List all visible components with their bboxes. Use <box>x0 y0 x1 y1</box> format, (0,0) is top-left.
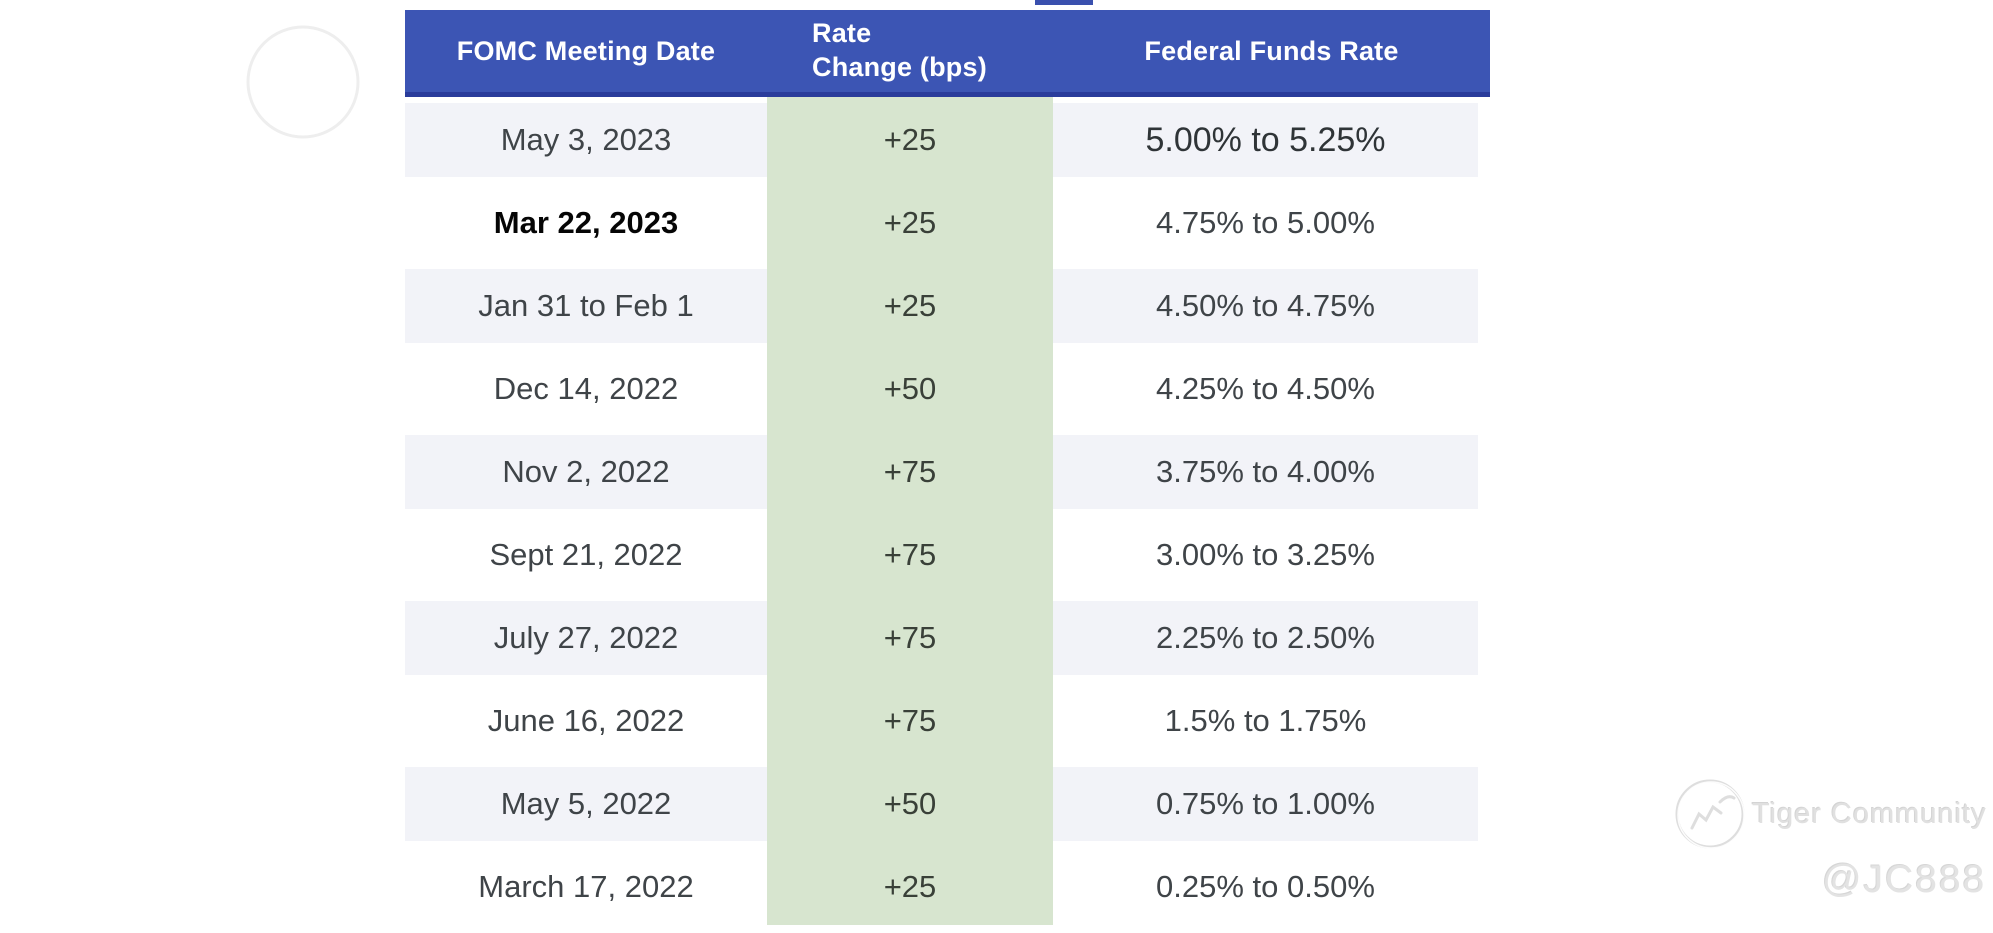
meeting-date-cell: May 3, 2023 <box>405 103 767 177</box>
meeting-date-cell: May 5, 2022 <box>405 767 767 841</box>
table-row: June 16, 2022 +75 1.5% to 1.75% <box>405 684 1490 758</box>
rate-change-highlight-column <box>767 97 1053 925</box>
column-header-federal-funds-rate: Federal Funds Rate <box>1144 35 1399 66</box>
table-row: Mar 22, 2023 +25 4.75% to 5.00% <box>405 186 1490 260</box>
cropped-element-sliver <box>1035 0 1093 5</box>
meeting-date-cell: Sept 21, 2022 <box>405 518 767 592</box>
rate-change-cell: +75 <box>883 620 937 655</box>
funds-rate-cell: 1.5% to 1.75% <box>1053 684 1478 758</box>
watermark-brand-text: Tiger Community <box>1752 798 1987 830</box>
funds-rate-cell: 0.75% to 1.00% <box>1053 767 1478 841</box>
funds-rate-cell: 0.25% to 0.50% <box>1053 850 1478 924</box>
funds-rate-cell: 5.00% to 5.25% <box>1053 103 1478 177</box>
rate-change-cell: +75 <box>883 454 937 489</box>
watermark-handle-text: @JC888 <box>1822 858 1987 901</box>
fomc-rate-table: FOMC Meeting Date Rate Change (bps) Fede… <box>405 10 1490 925</box>
meeting-date-cell: March 17, 2022 <box>405 850 767 924</box>
meeting-date-cell: Mar 22, 2023 <box>405 186 767 260</box>
funds-rate-cell: 4.75% to 5.00% <box>1053 186 1478 260</box>
rate-change-cell: +50 <box>883 371 937 406</box>
meeting-date-cell: Dec 14, 2022 <box>405 352 767 426</box>
table-body: May 3, 2023 +25 5.00% to 5.25% Mar 22, 2… <box>405 97 1490 933</box>
rate-change-cell: +75 <box>883 537 937 572</box>
funds-rate-cell: 2.25% to 2.50% <box>1053 601 1478 675</box>
column-header-rate-change-bps: Rate Change (bps) <box>812 18 987 82</box>
funds-rate-cell: 3.75% to 4.00% <box>1053 435 1478 509</box>
meeting-date-cell: June 16, 2022 <box>405 684 767 758</box>
table-row: Nov 2, 2022 +75 3.75% to 4.00% <box>405 435 1490 509</box>
table-header-row: FOMC Meeting Date Rate Change (bps) Fede… <box>405 10 1490 97</box>
table-row: Jan 31 to Feb 1 +25 4.50% to 4.75% <box>405 269 1490 343</box>
funds-rate-cell: 3.00% to 3.25% <box>1053 518 1478 592</box>
table-row: May 5, 2022 +50 0.75% to 1.00% <box>405 767 1490 841</box>
rate-change-cell: +25 <box>883 122 937 157</box>
funds-rate-cell: 4.50% to 4.75% <box>1053 269 1478 343</box>
faint-watermark-arc-icon <box>246 25 360 139</box>
column-header-fomc-meeting-date: FOMC Meeting Date <box>456 35 716 66</box>
table-row: March 17, 2022 +25 0.25% to 0.50% <box>405 850 1490 924</box>
rate-change-cell: +50 <box>883 786 937 821</box>
rate-change-cell: +25 <box>883 288 937 323</box>
meeting-date-cell: Jan 31 to Feb 1 <box>405 269 767 343</box>
table-row: Dec 14, 2022 +50 4.25% to 4.50% <box>405 352 1490 426</box>
tiger-community-logo-icon <box>1675 779 1745 849</box>
table-row: May 3, 2023 +25 5.00% to 5.25% <box>405 103 1490 177</box>
meeting-date-cell: Nov 2, 2022 <box>405 435 767 509</box>
rate-change-cell: +25 <box>883 205 937 240</box>
table-row: Sept 21, 2022 +75 3.00% to 3.25% <box>405 518 1490 592</box>
rate-change-cell: +75 <box>883 703 937 738</box>
rate-change-cell: +25 <box>883 869 937 904</box>
table-row: July 27, 2022 +75 2.25% to 2.50% <box>405 601 1490 675</box>
meeting-date-cell: July 27, 2022 <box>405 601 767 675</box>
funds-rate-cell: 4.25% to 4.50% <box>1053 352 1478 426</box>
